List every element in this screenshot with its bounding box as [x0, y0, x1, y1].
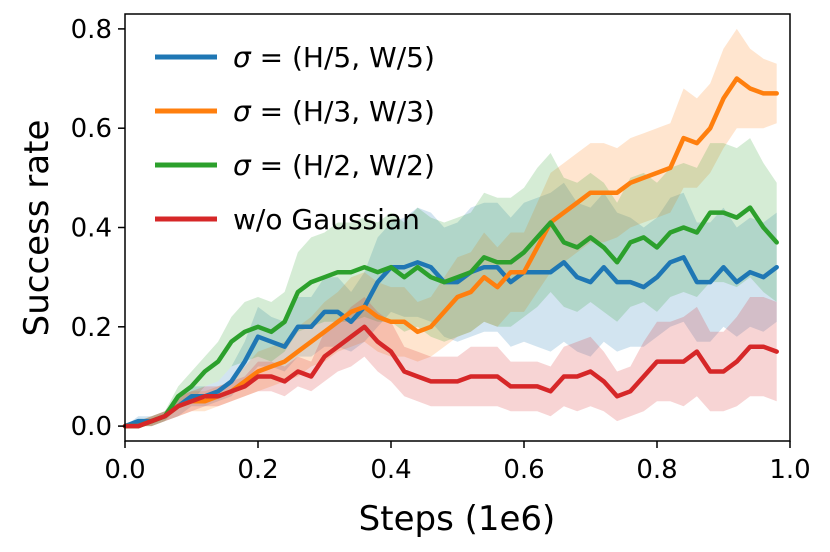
- legend-label-h-5-w-5: σ = (H/5, W/5): [233, 41, 435, 74]
- legend-label-w-o-gaussian: w/o Gaussian: [233, 203, 420, 236]
- series-lines: [122, 76, 779, 429]
- line-h-2-w-2: [122, 205, 779, 429]
- legend: σ = (H/5, W/5) σ = (H/3, W/3) σ = (H/2, W/…: [155, 41, 435, 236]
- x-tick-label: 1.0: [769, 455, 810, 485]
- x-tick-label: 0.0: [104, 455, 145, 485]
- x-tick-label: 0.8: [636, 455, 677, 485]
- y-tick-label: 0.6: [71, 114, 112, 144]
- legend-label-h-3-w-3: σ = (H/3, W/3): [233, 95, 435, 128]
- y-axis-label: Success rate: [17, 120, 57, 337]
- y-axis-ticks: 0.0 0.2 0.4 0.6 0.8: [71, 15, 125, 442]
- y-tick-label: 0.4: [71, 214, 112, 244]
- x-tick-label: 0.6: [503, 455, 544, 485]
- line-h-5-w-5: [122, 255, 779, 429]
- x-tick-label: 0.4: [370, 455, 411, 485]
- x-tick-label: 0.2: [237, 455, 278, 485]
- x-axis-ticks: 0.0 0.2 0.4 0.6 0.8 1.0: [104, 441, 811, 485]
- x-axis-label: Steps (1e6): [359, 499, 556, 539]
- y-tick-label: 0.8: [71, 15, 112, 45]
- line-w-o-gaussian: [122, 324, 779, 429]
- y-tick-label: 0.0: [71, 412, 112, 442]
- y-tick-label: 0.2: [71, 313, 112, 343]
- legend-label-h-2-w-2: σ = (H/2, W/2): [233, 149, 435, 182]
